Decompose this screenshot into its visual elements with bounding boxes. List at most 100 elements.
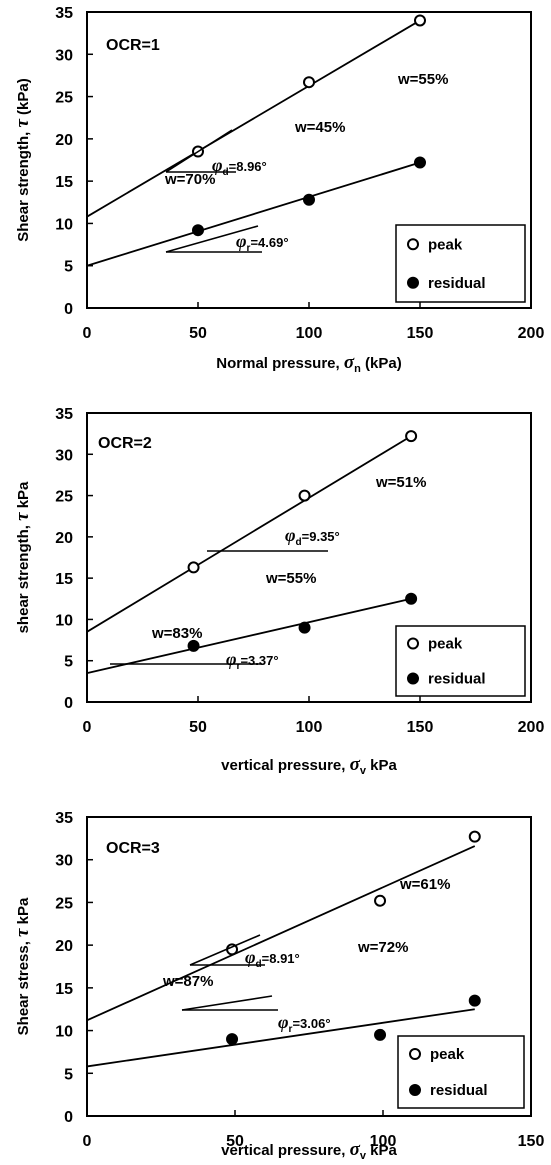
- peak-point: [303, 76, 315, 89]
- legend-label: peak: [428, 236, 463, 253]
- x-axis-label-unit: (kPa): [361, 355, 402, 372]
- y-axis-label: Shear strength, τ (kPa): [12, 78, 33, 242]
- x-tick-label: 50: [226, 1133, 244, 1150]
- peak-fit-line: [86, 19, 421, 218]
- peak-legend-marker: [407, 637, 419, 650]
- phi-symbol: φ: [236, 231, 247, 251]
- y-tick-label: 10: [55, 1024, 73, 1041]
- x-tick-label: 0: [83, 325, 92, 342]
- x-axis-label-symbol: σ: [344, 352, 355, 373]
- chart-panel: 0 5 10 15 20 25 30 35 0 50 100 150 200 Normal pressur…: [12, 5, 544, 375]
- y-axis-label-text: Shear stress,: [15, 937, 32, 1035]
- y-tick-label: 35: [55, 406, 73, 423]
- phi-value: =9.35°: [302, 529, 340, 544]
- phi-symbol: φ: [285, 525, 296, 545]
- legend: peak residual: [397, 1035, 525, 1109]
- y-tick-label: 15: [55, 174, 73, 191]
- y-tick-label: 30: [55, 447, 73, 464]
- y-tick-label: 20: [55, 530, 73, 547]
- peak-point: [468, 830, 481, 843]
- peak-point: [374, 894, 387, 907]
- angle-slope-line: [165, 129, 233, 173]
- y-axis-label-symbol: τ: [12, 512, 33, 521]
- water-content-label: w=55%: [265, 570, 316, 587]
- y-tick-label: 0: [64, 695, 73, 712]
- peak-fit-line: [86, 845, 476, 1022]
- x-axis-label-text: Normal pressure,: [216, 355, 344, 372]
- x-tick-label: 0: [83, 719, 92, 736]
- residual-legend-marker: [407, 672, 419, 685]
- chart-panel: 0 5 10 15 20 25 30 35 0 50 100 150 vertical pressure…: [12, 810, 544, 1162]
- ocr-label: OCR=2: [98, 435, 152, 452]
- y-tick-label: 15: [55, 981, 73, 998]
- peak-point: [298, 489, 311, 502]
- peak-legend-marker: [407, 238, 419, 251]
- angle-slope-line: [181, 995, 273, 1011]
- phi-subscript: d: [296, 537, 302, 548]
- phi-value: =3.06°: [292, 1016, 330, 1031]
- y-axis-label-text: shear strength,: [15, 521, 32, 634]
- residual-point: [298, 621, 311, 634]
- phi-symbol: φ: [226, 649, 237, 669]
- x-axis-label-subscript: v: [360, 765, 367, 777]
- residual-point: [414, 156, 426, 169]
- residual-fit-line: [86, 161, 421, 267]
- y-tick-label: 25: [55, 895, 73, 912]
- friction-angle-label: φd=9.35°: [285, 525, 340, 548]
- y-tick-label: 0: [64, 1109, 73, 1126]
- phi-subscript: r: [289, 1024, 293, 1035]
- peak-point: [187, 561, 200, 574]
- peak-fit-line: [86, 435, 412, 633]
- angle-slope-line: [165, 225, 259, 253]
- friction-angle-label: φd=8.96°: [212, 155, 267, 178]
- legend-box: [395, 224, 526, 303]
- y-tick-label: 25: [55, 90, 73, 107]
- x-axis-label: Normal pressure, σn (kPa): [216, 352, 401, 375]
- phi-subscript: r: [247, 243, 251, 254]
- legend-label: residual: [428, 275, 486, 292]
- phi-subscript: d: [256, 959, 262, 970]
- y-axis-label: shear strength, τ kPa: [12, 481, 33, 633]
- x-axis-label: vertical pressure, σv kPa: [221, 754, 397, 777]
- x-tick-label: 0: [83, 1133, 92, 1150]
- friction-angle-label: φr=4.69°: [236, 231, 289, 254]
- phi-value: =8.91°: [262, 951, 300, 966]
- water-content-label: w=61%: [399, 876, 450, 893]
- legend-label: peak: [430, 1046, 465, 1063]
- x-tick-label: 100: [296, 719, 323, 736]
- water-content-label: w=51%: [375, 474, 426, 491]
- x-tick-label: 100: [296, 325, 323, 342]
- x-axis-label-unit: kPa: [366, 1142, 398, 1159]
- phi-symbol: φ: [278, 1012, 289, 1032]
- x-tick-label: 100: [370, 1133, 397, 1150]
- x-tick-label: 150: [407, 719, 434, 736]
- phi-subscript: d: [223, 167, 229, 178]
- x-tick-label: 50: [189, 325, 207, 342]
- peak-point: [414, 14, 426, 27]
- residual-point: [187, 639, 200, 652]
- x-tick-label: 50: [189, 719, 207, 736]
- phi-value: =3.37°: [240, 653, 278, 668]
- x-axis-label-symbol: σ: [350, 1139, 361, 1160]
- water-content-label: w=72%: [357, 939, 408, 956]
- legend: peak residual: [395, 625, 526, 697]
- residual-point: [374, 1028, 387, 1041]
- residual-point: [192, 224, 204, 237]
- x-tick-label: 200: [518, 719, 545, 736]
- y-tick-label: 15: [55, 571, 73, 588]
- residual-point: [468, 994, 481, 1007]
- x-axis-label-subscript: n: [354, 363, 361, 375]
- x-axis-label-text: vertical pressure,: [221, 757, 349, 774]
- y-tick-label: 20: [55, 938, 73, 955]
- water-content-label: w=55%: [397, 71, 448, 88]
- friction-angle-label: φr=3.37°: [226, 649, 279, 672]
- phi-value: =4.69°: [250, 235, 288, 250]
- legend-label: peak: [428, 636, 463, 653]
- phi-value: =8.96°: [229, 159, 267, 174]
- friction-angle-label: φd=8.91°: [245, 947, 300, 970]
- x-axis-label: vertical pressure, σv kPa: [221, 1139, 397, 1162]
- water-content-label: w=70%: [164, 171, 215, 188]
- y-axis-label: Shear stress, τ kPa: [12, 897, 33, 1035]
- ocr-label: OCR=3: [106, 840, 160, 857]
